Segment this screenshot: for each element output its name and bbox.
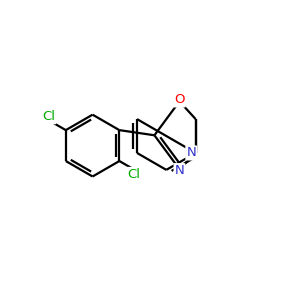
Text: O: O [174,93,185,106]
Text: N: N [175,164,184,177]
Text: Cl: Cl [127,168,140,181]
Text: Cl: Cl [42,110,55,123]
Text: N: N [186,146,196,159]
